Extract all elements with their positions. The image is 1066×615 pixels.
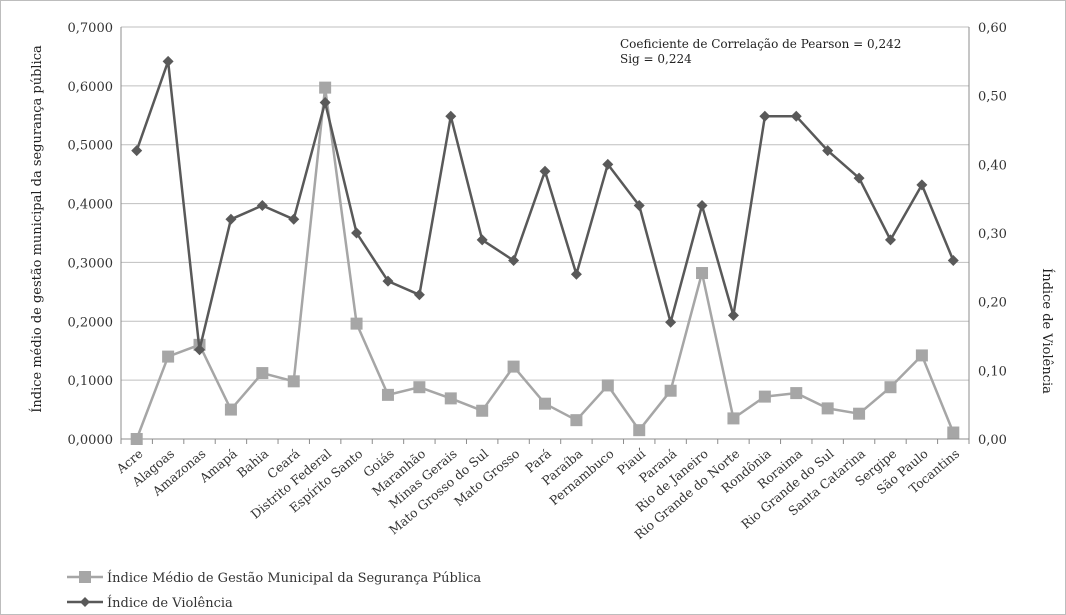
diamond-marker xyxy=(665,316,677,328)
diamond-marker xyxy=(727,309,739,321)
left-tick-label: 0,5000 xyxy=(68,139,114,154)
diamond-marker xyxy=(162,55,174,67)
diamond-marker xyxy=(413,289,425,301)
right-tick-label: 0,10 xyxy=(978,364,1007,379)
square-marker xyxy=(853,407,866,420)
square-marker xyxy=(821,402,834,415)
square-marker xyxy=(319,81,332,94)
series-layer xyxy=(130,55,960,445)
right-axis-title: Índice de Violência xyxy=(1039,268,1055,394)
diamond-marker xyxy=(633,200,645,212)
correlation-annotation: Coeficiente de Correlação de Pearson = 0… xyxy=(620,37,901,51)
left-tick-label: 0,3000 xyxy=(68,256,114,271)
left-tick-label: 0,7000 xyxy=(68,21,114,36)
left-y-axis-ticks: 0,0000 0,1000 0,2000 0,3000 0,4000 0,5000 0,60… xyxy=(68,21,114,448)
square-marker xyxy=(727,412,740,425)
significance-annotation: Sig = 0,224 xyxy=(620,52,692,66)
square-marker xyxy=(224,403,237,416)
square-marker xyxy=(884,381,897,394)
diamond-marker xyxy=(759,110,771,122)
diamond-marker xyxy=(570,268,582,280)
square-marker xyxy=(444,392,457,405)
square-marker xyxy=(664,384,677,397)
square-marker xyxy=(507,360,520,373)
square-marker xyxy=(476,404,489,417)
square-marker xyxy=(601,379,614,392)
series-1 xyxy=(130,81,960,445)
diamond-marker xyxy=(476,234,488,246)
diamond-marker xyxy=(445,110,457,122)
diamond-marker xyxy=(131,145,143,157)
legend-label-gestao: Índice Médio de Gestão Municipal da Segu… xyxy=(107,570,481,586)
square-marker xyxy=(570,414,583,427)
legend-label-violencia: Índice de Violência xyxy=(107,595,233,611)
right-tick-label: 0,50 xyxy=(978,90,1007,105)
diamond-marker xyxy=(382,275,394,287)
square-marker xyxy=(633,424,646,437)
legend-diamond-marker xyxy=(80,597,90,607)
legend-item-gestao: Índice Médio de Gestão Municipal da Segu… xyxy=(67,570,481,586)
square-marker xyxy=(539,397,551,410)
series-2 xyxy=(131,55,959,356)
diamond-marker xyxy=(696,200,708,212)
left-tick-label: 0,6000 xyxy=(68,80,114,95)
right-y-axis-ticks: 0,00 0,10 0,20 0,30 0,40 0,50 0,60 xyxy=(978,21,1007,448)
diamond-marker xyxy=(288,213,300,225)
right-tick-label: 0,60 xyxy=(978,21,1007,36)
diamond-marker xyxy=(916,179,928,191)
right-tick-label: 0,00 xyxy=(978,433,1007,448)
square-marker xyxy=(696,267,709,280)
square-marker xyxy=(287,375,300,388)
left-tick-label: 0,1000 xyxy=(68,374,114,389)
x-axis-category-labels: AcreAlagoasAmazonasAmapáBahiaCearáDistri… xyxy=(113,439,970,542)
right-tick-label: 0,40 xyxy=(978,158,1007,173)
diamond-marker xyxy=(884,234,896,246)
diamond-marker xyxy=(194,344,206,356)
diamond-marker xyxy=(539,165,551,177)
square-marker xyxy=(381,388,394,401)
diamond-marker xyxy=(947,254,959,266)
diamond-marker xyxy=(508,254,520,266)
square-marker xyxy=(790,387,803,400)
diamond-marker xyxy=(319,97,331,109)
series-line xyxy=(135,86,955,440)
right-tick-label: 0,20 xyxy=(978,296,1007,311)
legend: Índice Médio de Gestão Municipal da Segu… xyxy=(67,570,481,611)
square-marker xyxy=(758,390,771,403)
left-axis-title: Índice médio de gestão municipal da segu… xyxy=(29,45,45,413)
left-tick-label: 0,2000 xyxy=(68,315,114,330)
square-marker xyxy=(947,426,960,439)
square-marker xyxy=(130,433,143,445)
diamond-marker xyxy=(822,145,834,157)
diamond-marker xyxy=(853,172,865,184)
square-marker xyxy=(350,317,363,330)
left-tick-label: 0,0000 xyxy=(68,433,114,448)
x-category-label: Bahia xyxy=(234,445,272,480)
square-marker xyxy=(256,367,269,380)
diamond-marker xyxy=(351,227,363,239)
diamond-marker xyxy=(602,158,614,170)
square-marker xyxy=(413,381,426,394)
legend-square-marker xyxy=(79,571,91,583)
square-marker xyxy=(162,350,175,363)
diamond-marker xyxy=(790,110,802,122)
legend-item-violencia: Índice de Violência xyxy=(67,595,233,611)
diamond-marker xyxy=(256,200,268,212)
square-marker xyxy=(915,349,928,362)
gridlines xyxy=(120,26,970,440)
diamond-marker xyxy=(225,213,237,225)
right-tick-label: 0,30 xyxy=(978,227,1007,242)
left-tick-label: 0,4000 xyxy=(68,198,114,213)
